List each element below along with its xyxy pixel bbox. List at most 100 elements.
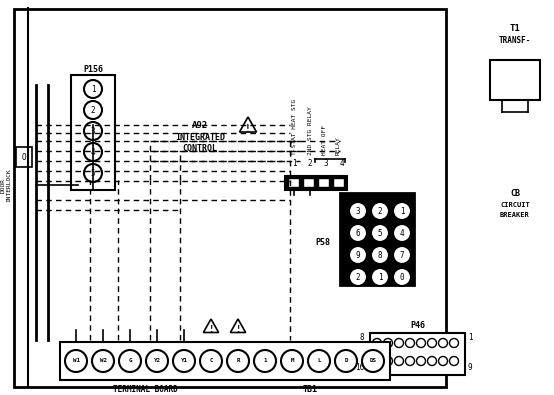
Text: 3: 3 [91, 126, 95, 135]
Circle shape [417, 357, 425, 365]
Text: 16: 16 [355, 363, 365, 372]
Bar [340, 193, 414, 285]
Text: CB: CB [510, 188, 520, 198]
Text: 4: 4 [399, 228, 404, 237]
Text: 2: 2 [91, 105, 95, 115]
Bar [333, 178, 344, 187]
Text: 7: 7 [399, 250, 404, 260]
Text: R: R [236, 359, 240, 363]
Circle shape [84, 164, 102, 182]
Circle shape [349, 268, 367, 286]
Circle shape [393, 246, 411, 264]
Circle shape [393, 202, 411, 220]
Circle shape [383, 339, 392, 348]
Text: O: O [22, 152, 26, 162]
Text: TRANSF-: TRANSF- [499, 36, 531, 45]
Bar [71, 75, 115, 190]
Text: D: D [344, 359, 348, 363]
Bar [303, 178, 314, 187]
Circle shape [417, 339, 425, 348]
Bar [285, 176, 347, 190]
Text: HEAT OFF: HEAT OFF [321, 125, 326, 155]
Circle shape [308, 350, 330, 372]
Text: T1: T1 [510, 23, 520, 32]
Circle shape [371, 246, 389, 264]
Circle shape [349, 202, 367, 220]
Circle shape [173, 350, 195, 372]
Text: DS: DS [370, 359, 377, 363]
Text: !: ! [235, 325, 240, 334]
Text: !: ! [245, 124, 251, 134]
Circle shape [281, 350, 303, 372]
Text: CONTROL: CONTROL [182, 143, 218, 152]
Bar [318, 178, 329, 187]
Circle shape [146, 350, 168, 372]
Text: 1: 1 [292, 158, 296, 167]
Circle shape [84, 101, 102, 119]
Circle shape [394, 339, 403, 348]
Bar [16, 147, 32, 167]
Circle shape [449, 339, 459, 348]
Text: BREAKER: BREAKER [500, 212, 530, 218]
Circle shape [335, 350, 357, 372]
Text: 1: 1 [263, 359, 266, 363]
Circle shape [349, 246, 367, 264]
Text: 2ND STG RELAY: 2ND STG RELAY [307, 106, 312, 155]
Text: 4: 4 [340, 158, 345, 167]
Bar [490, 60, 540, 100]
Text: P46: P46 [411, 320, 425, 329]
Circle shape [349, 224, 367, 242]
Circle shape [200, 350, 222, 372]
Circle shape [449, 357, 459, 365]
Circle shape [393, 268, 411, 286]
Circle shape [119, 350, 141, 372]
Text: 0: 0 [399, 273, 404, 282]
Circle shape [394, 357, 403, 365]
Circle shape [371, 268, 389, 286]
Circle shape [92, 350, 114, 372]
Text: 4: 4 [91, 147, 95, 156]
Text: 5: 5 [378, 228, 382, 237]
Circle shape [439, 357, 448, 365]
Text: 8: 8 [360, 333, 365, 342]
Text: 1: 1 [91, 85, 95, 94]
Circle shape [371, 224, 389, 242]
Text: 8: 8 [378, 250, 382, 260]
Text: W2: W2 [100, 359, 106, 363]
Circle shape [362, 350, 384, 372]
Circle shape [65, 350, 87, 372]
Circle shape [428, 339, 437, 348]
Text: G: G [128, 359, 132, 363]
Circle shape [84, 80, 102, 98]
Bar [288, 178, 299, 187]
Circle shape [406, 339, 414, 348]
Text: P58: P58 [315, 237, 331, 246]
Text: INTEGRATED: INTEGRATED [175, 132, 225, 141]
Text: W1: W1 [73, 359, 80, 363]
Text: A92: A92 [192, 120, 208, 130]
Text: Y1: Y1 [181, 359, 187, 363]
Circle shape [371, 202, 389, 220]
Text: 2: 2 [307, 158, 312, 167]
Text: P156: P156 [83, 64, 103, 73]
Text: RELAY: RELAY [336, 136, 341, 155]
Text: 2: 2 [356, 273, 360, 282]
Text: M: M [290, 359, 294, 363]
Text: 9: 9 [468, 363, 473, 372]
Text: 6: 6 [356, 228, 360, 237]
Text: 1: 1 [399, 207, 404, 216]
Circle shape [428, 357, 437, 365]
Bar [14, 9, 446, 387]
Text: !: ! [208, 325, 214, 334]
Circle shape [406, 357, 414, 365]
Text: 2: 2 [378, 207, 382, 216]
Text: CIRCUIT: CIRCUIT [500, 202, 530, 208]
Bar [370, 333, 465, 375]
Circle shape [439, 339, 448, 348]
Bar [60, 342, 390, 380]
Text: 1: 1 [378, 273, 382, 282]
Text: 1: 1 [468, 333, 473, 342]
Text: TERMINAL BOARD: TERMINAL BOARD [112, 384, 177, 393]
Circle shape [383, 357, 392, 365]
Text: C: C [209, 359, 213, 363]
